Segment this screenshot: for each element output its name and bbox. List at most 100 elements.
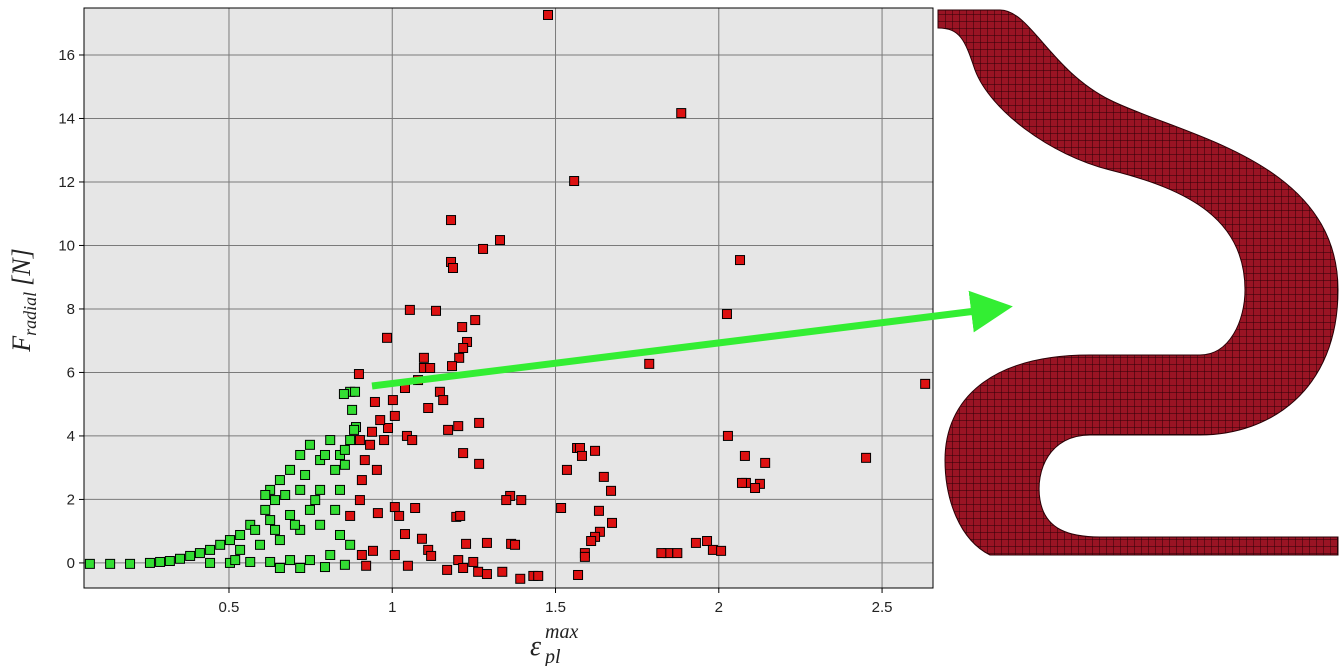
y-label-base: F bbox=[7, 335, 36, 353]
point bbox=[261, 490, 270, 499]
point bbox=[355, 436, 364, 445]
point bbox=[126, 559, 135, 568]
point bbox=[176, 554, 185, 563]
point bbox=[236, 545, 245, 554]
point bbox=[275, 536, 284, 545]
point bbox=[408, 436, 417, 445]
point bbox=[432, 306, 441, 315]
point bbox=[608, 518, 617, 527]
point bbox=[331, 465, 340, 474]
point bbox=[455, 353, 464, 362]
x-tick-label: 0.5 bbox=[219, 599, 240, 616]
y-tick-label: 14 bbox=[58, 110, 75, 127]
point bbox=[459, 449, 468, 458]
point bbox=[370, 397, 379, 406]
x-tick-label: 2.5 bbox=[872, 599, 893, 616]
point bbox=[474, 567, 483, 576]
point bbox=[456, 511, 465, 520]
point bbox=[372, 465, 381, 474]
point bbox=[691, 538, 700, 547]
point bbox=[517, 496, 526, 505]
point bbox=[580, 552, 589, 561]
y-tick-label: 10 bbox=[58, 237, 75, 254]
point bbox=[703, 537, 712, 546]
point bbox=[186, 551, 195, 560]
point bbox=[286, 510, 295, 519]
point bbox=[482, 538, 491, 547]
point bbox=[256, 540, 265, 549]
figure: 0.511.522.50246810121416 Fradial[N] ε pl… bbox=[0, 0, 1344, 666]
point bbox=[246, 557, 255, 566]
point bbox=[737, 478, 746, 487]
point bbox=[106, 559, 115, 568]
x-tick-label: 1.5 bbox=[545, 599, 566, 616]
point bbox=[459, 564, 468, 573]
point bbox=[357, 476, 366, 485]
point bbox=[331, 505, 340, 514]
point bbox=[426, 364, 435, 373]
point bbox=[577, 451, 586, 460]
point bbox=[301, 470, 310, 479]
point bbox=[424, 404, 433, 413]
point bbox=[405, 305, 414, 314]
point bbox=[206, 558, 215, 567]
point bbox=[354, 370, 363, 379]
point bbox=[336, 530, 345, 539]
point bbox=[351, 387, 360, 396]
point bbox=[383, 333, 392, 342]
point bbox=[350, 425, 359, 434]
point bbox=[366, 440, 375, 449]
point bbox=[195, 549, 204, 558]
point bbox=[326, 550, 335, 559]
point bbox=[296, 564, 305, 573]
point bbox=[498, 567, 507, 576]
point bbox=[717, 546, 726, 555]
point bbox=[591, 446, 600, 455]
point bbox=[236, 530, 245, 539]
point bbox=[290, 520, 299, 529]
point bbox=[448, 264, 457, 273]
point bbox=[458, 323, 467, 332]
point bbox=[390, 550, 399, 559]
point bbox=[657, 549, 666, 558]
point bbox=[388, 396, 397, 405]
point bbox=[305, 505, 314, 514]
y-label-sub: radial bbox=[20, 292, 40, 336]
point bbox=[454, 422, 463, 431]
x-axis-label: ε bbox=[530, 631, 541, 662]
y-tick-label: 4 bbox=[67, 428, 75, 445]
point bbox=[677, 109, 686, 118]
point bbox=[439, 396, 448, 405]
point bbox=[346, 511, 355, 520]
point bbox=[355, 496, 364, 505]
point bbox=[708, 545, 717, 554]
point bbox=[390, 503, 399, 512]
point bbox=[373, 509, 382, 518]
point bbox=[496, 236, 505, 245]
point bbox=[368, 546, 377, 555]
point bbox=[417, 534, 426, 543]
point bbox=[574, 570, 583, 579]
point bbox=[320, 563, 329, 572]
mesh-shape bbox=[938, 10, 1338, 555]
point bbox=[266, 516, 275, 525]
point bbox=[645, 359, 654, 368]
point bbox=[443, 565, 452, 574]
point bbox=[740, 451, 749, 460]
point bbox=[516, 574, 525, 583]
point bbox=[266, 557, 275, 566]
point bbox=[275, 564, 284, 573]
point bbox=[316, 520, 325, 529]
point bbox=[311, 496, 320, 505]
point bbox=[475, 418, 484, 427]
point bbox=[357, 550, 366, 559]
point bbox=[557, 504, 566, 513]
point bbox=[482, 570, 491, 579]
point bbox=[225, 536, 234, 545]
point bbox=[448, 362, 457, 371]
x-tick-label: 2 bbox=[715, 599, 723, 616]
point bbox=[511, 540, 520, 549]
point bbox=[534, 571, 543, 580]
point bbox=[921, 379, 930, 388]
point bbox=[336, 485, 345, 494]
